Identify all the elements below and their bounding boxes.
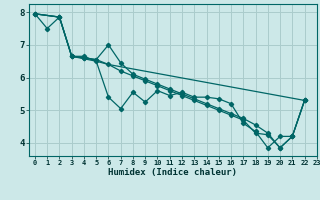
- X-axis label: Humidex (Indice chaleur): Humidex (Indice chaleur): [108, 168, 237, 177]
